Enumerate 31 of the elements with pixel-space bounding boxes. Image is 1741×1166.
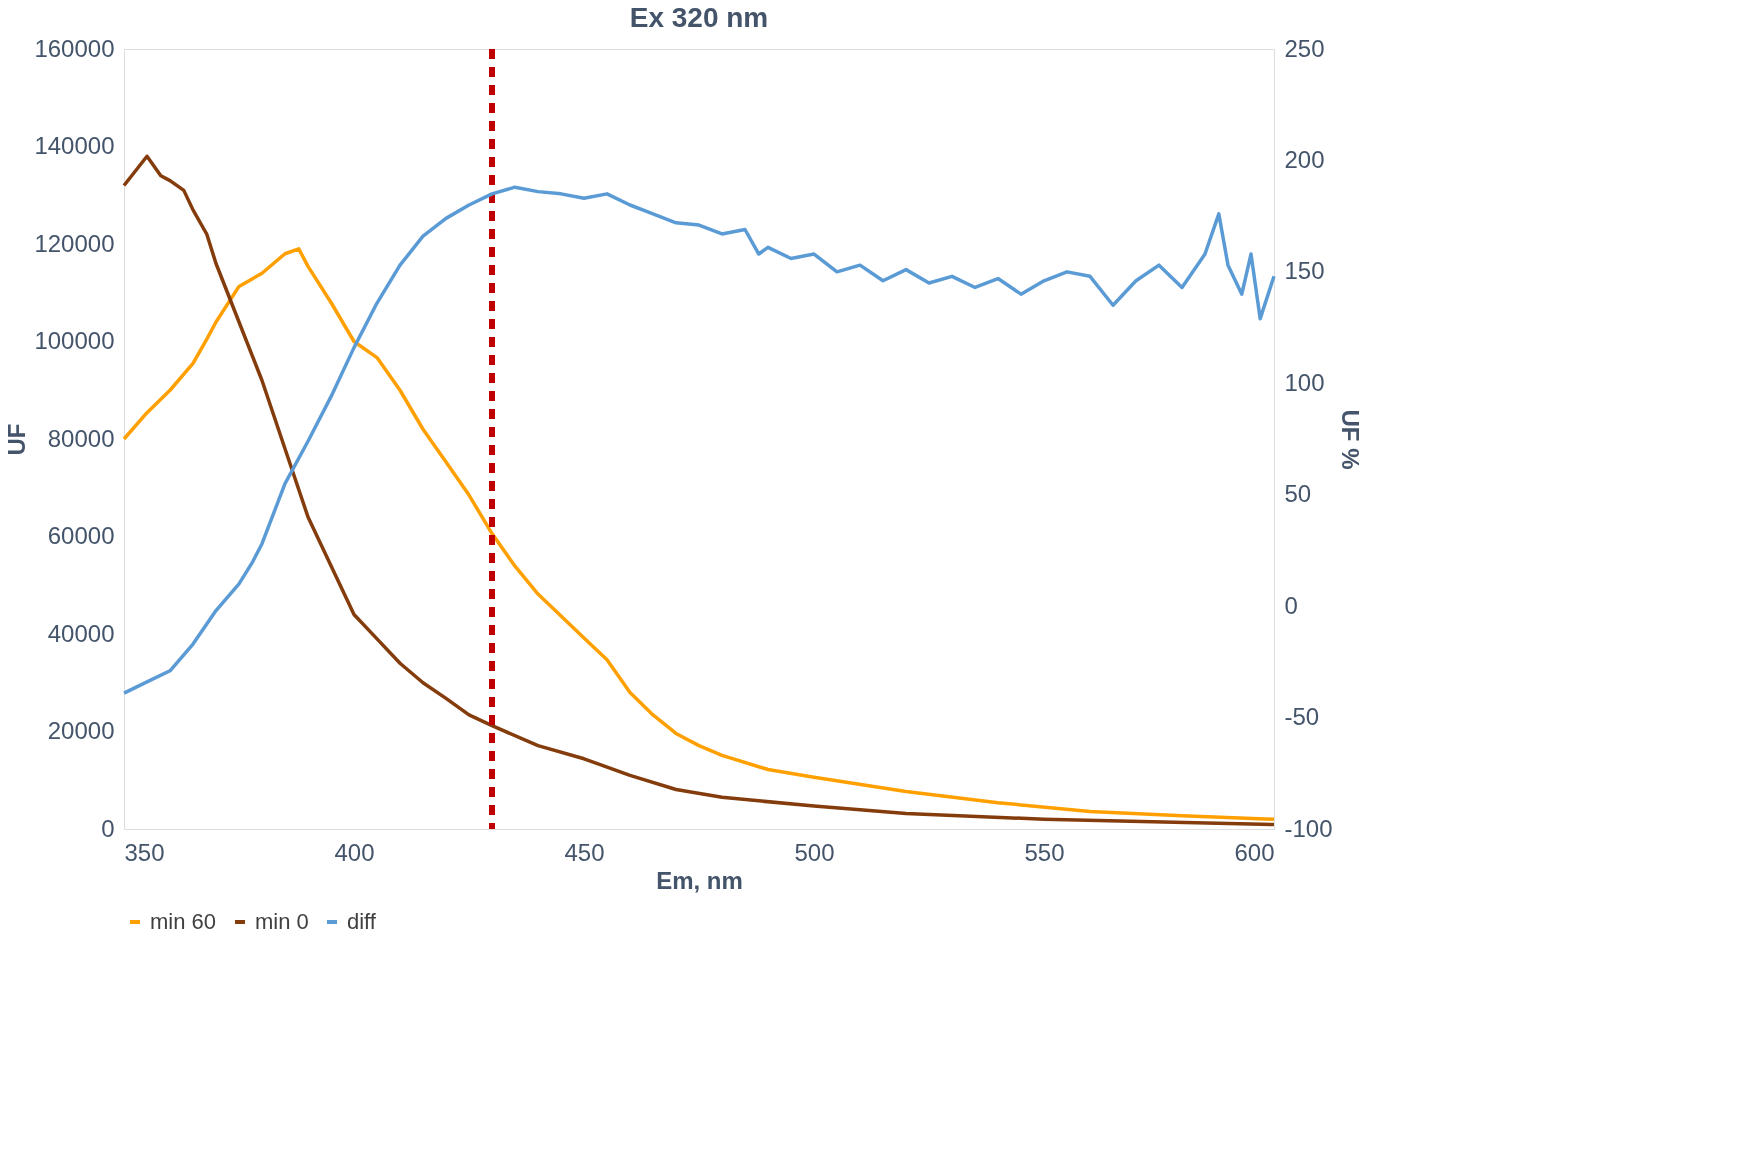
y2-tick-label: 100 — [1284, 368, 1325, 396]
y2-tick-label: 50 — [1284, 480, 1312, 508]
y2-tick-label: 200 — [1284, 145, 1325, 173]
x-tick-label: 550 — [1024, 838, 1065, 866]
y-axis-title: UF — [3, 423, 31, 456]
x-tick-label: 450 — [564, 838, 605, 866]
line-series — [122, 185, 1276, 695]
x-tick-label: 600 — [1234, 838, 1275, 866]
y-tick-label: 120000 — [34, 229, 115, 257]
y2-tick-label: -50 — [1284, 703, 1320, 731]
x-tick-label: 400 — [334, 838, 375, 866]
y-tick-label: 160000 — [34, 34, 115, 62]
y-tick-label: 0 — [101, 814, 115, 842]
y-tick-label: 80000 — [47, 424, 115, 452]
chart-title: Ex 320 nm — [629, 2, 769, 33]
y2-tick-label: -100 — [1284, 814, 1333, 842]
y2-tick-label: 150 — [1284, 257, 1325, 285]
y2-tick-label: 0 — [1284, 591, 1298, 619]
y-tick-label: 100000 — [34, 327, 115, 354]
legend-label: min 0 — [255, 909, 309, 934]
y-tick-label: 60000 — [47, 522, 115, 549]
y-tick-label: 20000 — [47, 717, 115, 744]
y-tick-label: 140000 — [34, 132, 115, 159]
legend-label: min 60 — [150, 909, 217, 934]
y2-tick-label: 250 — [1284, 34, 1325, 62]
y-tick-label: 40000 — [47, 619, 115, 647]
x-tick-label: 500 — [794, 838, 835, 866]
x-tick-label: 350 — [124, 838, 165, 866]
legend-label: diff — [347, 909, 377, 934]
x-axis-title: Em, nm — [656, 866, 743, 894]
y2-axis-title: UF % — [1336, 409, 1364, 470]
